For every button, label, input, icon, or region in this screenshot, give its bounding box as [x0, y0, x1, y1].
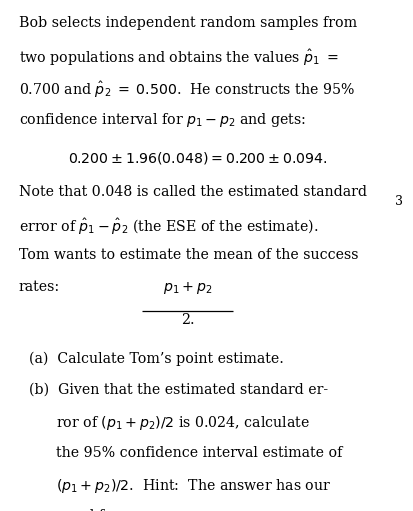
Text: two populations and obtains the values $\hat{p}_1\;=\;$: two populations and obtains the values $… [19, 48, 338, 68]
Text: $(p_1 + p_2)/2$.  Hint:  The answer has our: $(p_1 + p_2)/2$. Hint: The answer has ou… [56, 477, 331, 495]
Text: $p_1 + p_2$: $p_1 + p_2$ [163, 281, 213, 296]
Text: (b)  Given that the estimated standard er-: (b) Given that the estimated standard er… [29, 382, 328, 396]
Text: error of $\hat{p}_1 - \hat{p}_2$ (the ESE of the estimate).: error of $\hat{p}_1 - \hat{p}_2$ (the ES… [19, 217, 318, 237]
Text: Note that 0.048 is called the estimated standard: Note that 0.048 is called the estimated … [19, 185, 367, 199]
Text: Tom wants to estimate the mean of the success: Tom wants to estimate the mean of the su… [19, 248, 358, 262]
Text: usual form:: usual form: [56, 509, 138, 511]
Text: the 95% confidence interval estimate of: the 95% confidence interval estimate of [56, 446, 342, 459]
Text: ror of $(p_1 + p_2)/2$ is 0.024, calculate: ror of $(p_1 + p_2)/2$ is 0.024, calcula… [56, 414, 310, 432]
Text: rates:: rates: [19, 280, 60, 294]
Text: Bob selects independent random samples from: Bob selects independent random samples f… [19, 16, 357, 30]
Text: 0.700 and $\hat{p}_2\;=\;0.500$.  He constructs the 95%: 0.700 and $\hat{p}_2\;=\;0.500$. He cons… [19, 80, 354, 100]
Text: 3: 3 [395, 195, 403, 208]
Text: confidence interval for $p_1 - p_2$ and gets:: confidence interval for $p_1 - p_2$ and … [19, 111, 306, 129]
Text: $0.200 \pm 1.96(0.048) = 0.200 \pm 0.094.$: $0.200 \pm 1.96(0.048) = 0.200 \pm 0.094… [69, 150, 328, 166]
Text: 2.: 2. [181, 313, 195, 327]
Text: (a)  Calculate Tom’s point estimate.: (a) Calculate Tom’s point estimate. [29, 352, 284, 366]
